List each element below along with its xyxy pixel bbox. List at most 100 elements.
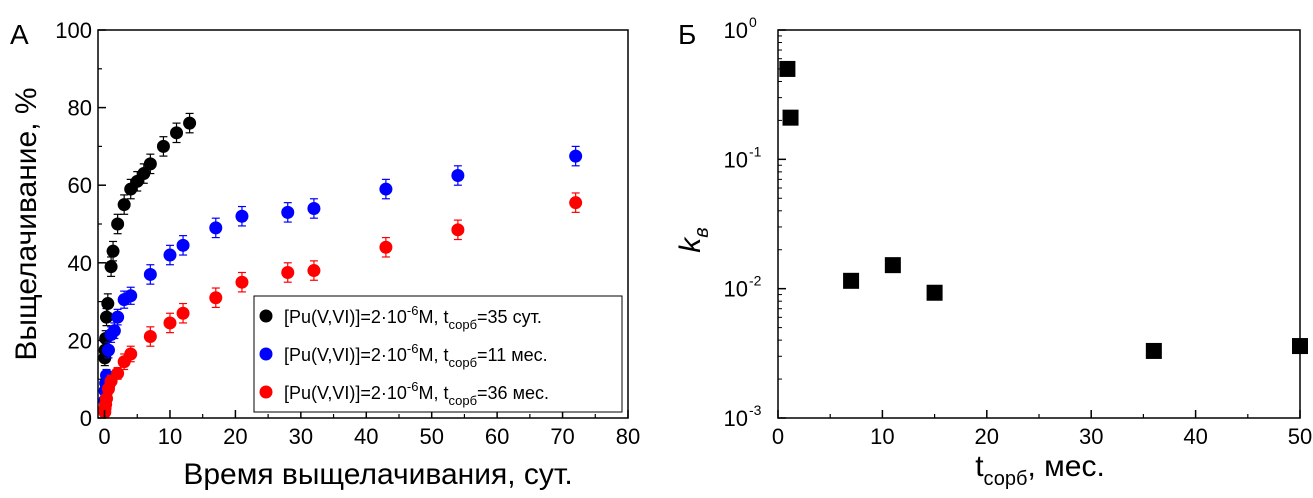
panel-b-ylabel-sub: в [691,227,713,237]
panel-a-point [111,217,125,231]
panel-a-point [143,157,157,171]
panel-a-legend-label-post: =36 мес. [477,383,549,403]
panel-a-legend-marker [259,385,273,399]
panel-a-point [170,126,184,140]
panel-a-legend-label-post: =35 сут. [477,307,542,327]
panel-b-ylabel-base: k [674,236,707,253]
panel-a-point [101,343,115,357]
panel-b-xtick-label: 50 [1288,424,1312,449]
panel-a-point [235,209,249,223]
panel-a-point [569,196,583,210]
panel-a-point [100,392,114,406]
panel-a-ytick-label: 40 [68,251,92,276]
panel-a-point [307,201,321,215]
panel-a-series [98,145,583,408]
panel-a-point [104,260,118,274]
panel-a-legend: [Pu(V,VI)]=2·10-6M, tсорб=35 сут.[Pu(V,V… [253,295,623,413]
panel-a-axes: 0 10 20 30 40 50 60 70 80 0 20 40 60 80 100 [55,18,640,449]
panel-a-label: А [10,19,29,50]
panel-a-point [281,266,295,279]
panel-a-point [111,310,125,324]
panel-a-xtick-label: 10 [158,424,182,449]
panel-a-xtick-label: 70 [550,424,574,449]
panel-b-ytick-label: 10 [724,18,748,43]
panel-b-xlabel-sub: сорб [984,468,1028,490]
panel-a-xtick-label: 0 [98,424,110,449]
panel-a-point [235,275,249,289]
panel-b-ytick-exponent: 0 [749,14,757,30]
panel-b-ytick-label: 10 [724,147,748,172]
panel-a-legend-label-pre: [Pu(V,VI)]=2·10 [284,307,407,327]
panel-b-point [843,272,860,289]
panel-a-point [100,310,114,324]
panel-a-series [98,112,197,367]
panel-b-xlabel-base: t [975,450,984,483]
panel-a-legend-label-exp: -6 [407,379,419,394]
panel-a-xtick-label: 50 [419,424,443,449]
panel-a-legend-label-pre: [Pu(V,VI)]=2·10 [284,383,407,403]
panel-a-xtick-label: 80 [616,424,640,449]
panel-a-point [209,291,223,305]
panel-a-legend-box [253,295,623,413]
panel-a-point [176,306,190,320]
panel-a-point [111,366,125,380]
panel-a-ytick-label: 60 [68,173,92,198]
panel-a-point [379,182,393,196]
panel-a-point [163,248,177,262]
panel-a-point [307,264,321,278]
panel-a-legend-label-mid: M, t [418,383,448,403]
panel-b-point [779,60,796,77]
panel-b-ylabel: kв [674,227,713,252]
panel-a-point [137,167,151,181]
panel-b-marks [779,60,1308,359]
panel-a-legend-label-post: =11 мес. [477,345,548,365]
panel-b-label: Б [678,19,696,50]
panel-a-point [143,267,157,281]
panel-a-chart: А 0 10 20 30 40 50 60 70 80 0 20 40 60 80 100 Время вы… [10,18,640,491]
panel-b-ytick-exponent: -2 [749,273,762,289]
panel-a-point [163,316,177,330]
panel-b-ytick-exponent: -3 [749,402,762,418]
panel-a-legend-label-exp: -6 [407,303,419,318]
panel-a-legend-label-sub: сорб [448,355,477,370]
panel-b-ytick-label: 10 [724,406,748,431]
panel-a-marks [98,112,583,419]
panel-a-legend-marker [259,309,273,323]
panel-a-legend-label-mid: M, t [418,307,448,327]
panel-b-point [884,257,901,274]
panel-a-point [124,347,138,361]
panel-a-legend-label: [Pu(V,VI)]=2·10-6M, tсорб=35 сут. [284,303,542,332]
panel-a-xtick-label: 30 [289,424,313,449]
panel-a-point [101,297,115,311]
panel-a-point [209,221,223,235]
panel-b-point [926,284,943,301]
panel-b-xtick-label: 10 [870,424,894,449]
panel-b-ytick-exponent: -1 [749,143,762,159]
panel-a-point [451,223,465,237]
panel-a-xtick-label: 20 [223,424,247,449]
panel-a-series [98,192,583,419]
panel-a-point [143,330,157,344]
panel-a-point [106,244,120,258]
panel-a-xlabel: Время выщелачивания, сут. [183,458,572,491]
panel-a-legend-label: [Pu(V,VI)]=2·10-6M, tсорб=11 мес. [284,341,548,370]
panel-a-ylabel: Выщелачивание, % [10,87,43,360]
panel-a-point [156,139,170,153]
panel-a-ytick-label: 100 [55,18,92,43]
panel-a-point [281,205,295,219]
panel-a-legend-marker [259,347,273,361]
panel-a-point [117,198,131,212]
panel-a-point [451,169,465,182]
panel-a-point [379,240,393,254]
panel-a-legend-label-pre: [Pu(V,VI)]=2·10 [284,345,407,365]
panel-a-ytick-label: 0 [80,406,92,431]
panel-b-xlabel-post: , мес. [1027,450,1104,483]
panel-a-legend-label-sub: сорб [448,317,477,332]
panel-b-xlabel: tсорб, мес. [975,450,1105,490]
panel-b-xtick-label: 40 [1183,424,1207,449]
panel-b-point [1145,342,1162,359]
panel-a-xtick-label: 60 [485,424,509,449]
